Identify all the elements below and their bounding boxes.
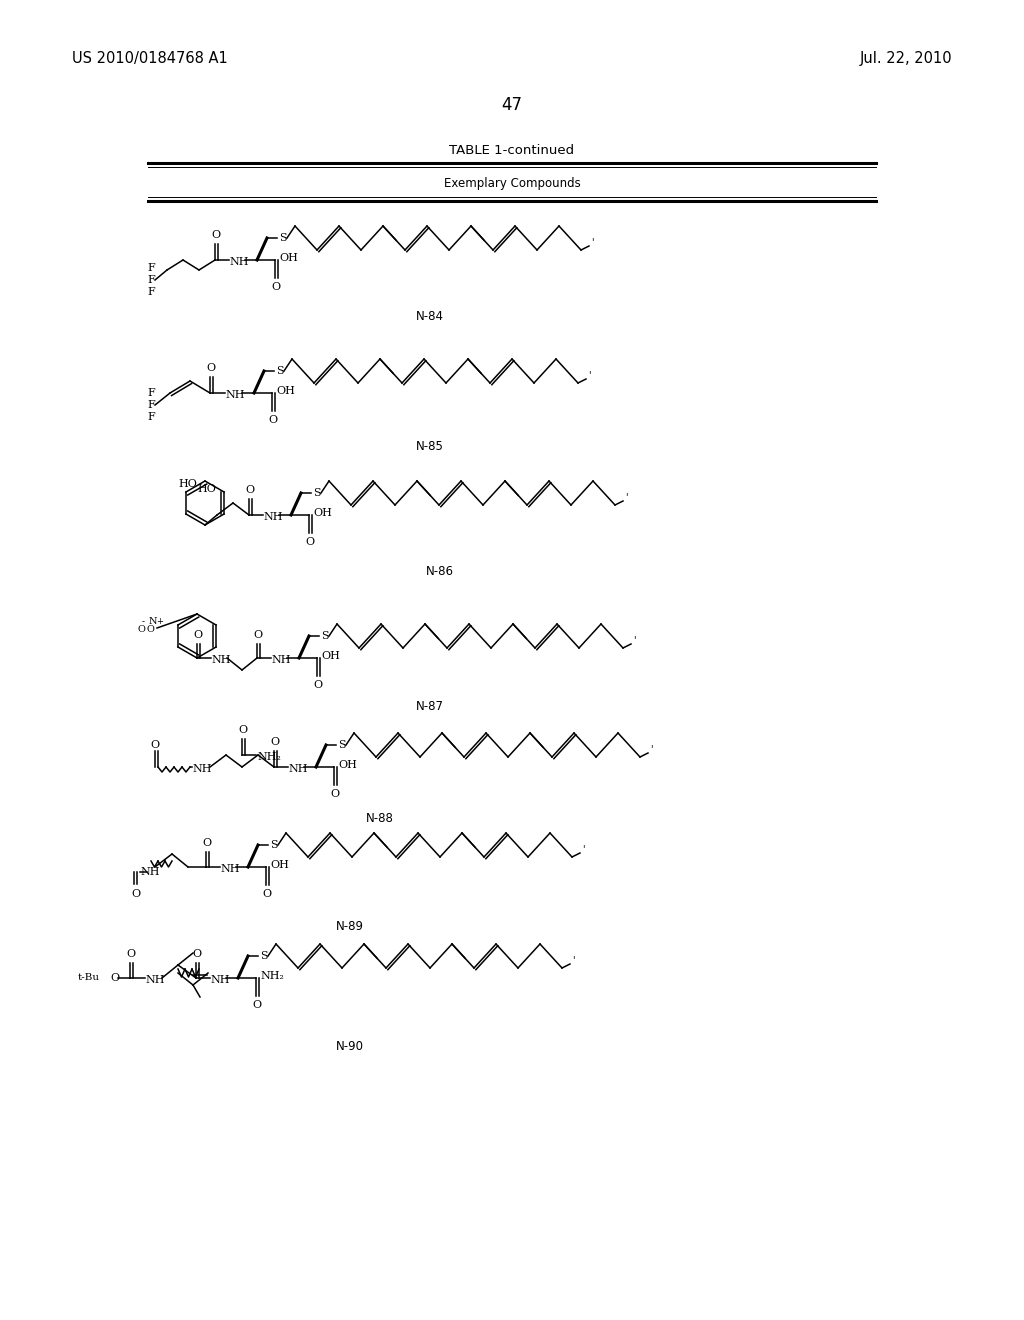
Text: OH: OH (313, 508, 332, 517)
Text: O: O (211, 230, 220, 240)
Text: NH: NH (193, 764, 212, 774)
Text: N-89: N-89 (336, 920, 364, 933)
Text: -: - (141, 618, 144, 627)
Text: O: O (194, 630, 203, 640)
Text: S: S (276, 366, 284, 376)
Text: O: O (246, 484, 255, 495)
Text: NH: NH (140, 867, 160, 876)
Text: O: O (146, 626, 154, 635)
Text: S: S (338, 741, 346, 750)
Text: Exemplary Compounds: Exemplary Compounds (443, 177, 581, 190)
Text: S: S (280, 234, 287, 243)
Text: O: O (313, 680, 323, 690)
Text: HO: HO (178, 479, 197, 488)
Text: Jul. 22, 2010: Jul. 22, 2010 (859, 50, 952, 66)
Text: NH₂: NH₂ (260, 972, 284, 981)
Text: TABLE 1-continued: TABLE 1-continued (450, 144, 574, 157)
Text: O: O (305, 537, 314, 546)
Text: N-86: N-86 (426, 565, 454, 578)
Text: t-Bu: t-Bu (78, 974, 100, 982)
Text: ': ' (591, 238, 594, 247)
Text: O: O (331, 789, 340, 799)
Text: N-85: N-85 (416, 440, 444, 453)
Text: S: S (260, 950, 268, 961)
Text: O: O (126, 949, 135, 960)
Text: O: O (203, 838, 212, 847)
Text: OH: OH (279, 253, 298, 263)
Text: N-87: N-87 (416, 700, 444, 713)
Text: NH: NH (271, 655, 291, 665)
Text: ': ' (633, 635, 636, 645)
Text: F: F (147, 388, 155, 399)
Text: O: O (270, 737, 280, 747)
Text: F: F (147, 263, 155, 273)
Text: S: S (270, 840, 278, 850)
Text: O: O (268, 414, 278, 425)
Text: ': ' (582, 843, 585, 854)
Text: O: O (239, 725, 248, 735)
Text: F: F (147, 400, 155, 411)
Text: ': ' (588, 370, 591, 380)
Text: O: O (271, 282, 281, 292)
Text: NH: NH (225, 389, 245, 400)
Text: O: O (253, 1001, 261, 1010)
Text: 47: 47 (502, 96, 522, 114)
Text: N-88: N-88 (366, 812, 394, 825)
Text: US 2010/0184768 A1: US 2010/0184768 A1 (72, 50, 227, 66)
Text: O: O (207, 363, 216, 374)
Text: ': ' (625, 492, 628, 502)
Text: O: O (262, 888, 271, 899)
Text: NH: NH (220, 865, 240, 874)
Text: OH: OH (276, 385, 295, 396)
Text: O: O (137, 626, 145, 635)
Text: OH: OH (270, 861, 289, 870)
Text: +: + (157, 618, 164, 627)
Text: NH: NH (210, 975, 229, 985)
Text: S: S (313, 488, 321, 498)
Text: NH₂: NH₂ (257, 752, 281, 762)
Text: HO: HO (198, 484, 216, 494)
Text: NH: NH (288, 764, 307, 774)
Text: NH: NH (229, 257, 249, 267)
Text: OH: OH (321, 651, 340, 661)
Text: ': ' (650, 744, 652, 754)
Text: N-90: N-90 (336, 1040, 364, 1053)
Text: N: N (148, 618, 158, 627)
Text: O: O (131, 888, 140, 899)
Text: NH: NH (211, 655, 230, 665)
Text: NH: NH (263, 512, 283, 521)
Text: O: O (110, 973, 119, 983)
Text: N-84: N-84 (416, 310, 444, 323)
Text: F: F (147, 275, 155, 285)
Text: ': ' (572, 954, 574, 965)
Text: F: F (147, 412, 155, 422)
Text: O: O (151, 741, 160, 750)
Text: OH: OH (338, 760, 357, 770)
Text: NH: NH (145, 975, 165, 985)
Text: S: S (322, 631, 329, 642)
Text: F: F (147, 286, 155, 297)
Text: O: O (253, 630, 262, 640)
Text: O: O (193, 949, 202, 960)
